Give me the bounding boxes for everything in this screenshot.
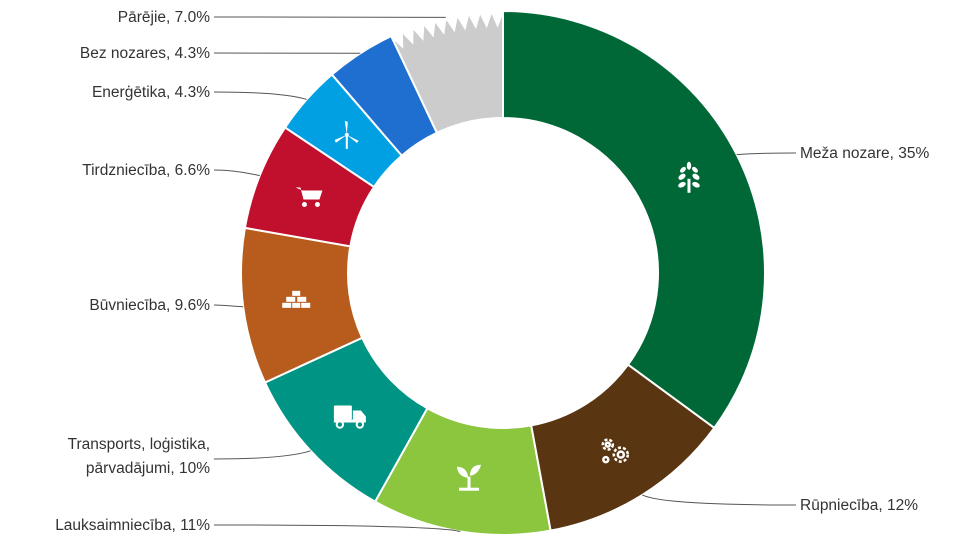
leader-line-lauksaimnieciba: [213, 524, 461, 532]
leader-line-energetika: [213, 91, 307, 100]
bricks-icon: [282, 290, 311, 308]
leader-line-transports-logistika-parvadajumi: [213, 450, 311, 460]
cart-icon: [295, 187, 323, 207]
labels-layer: Meža nozare, 35% Rūpniecība, 12% Lauksaimn…: [55, 9, 929, 534]
leader-lines-layer: [213, 16, 797, 532]
slice-label-parejie: Pārējie, 7.0%: [118, 9, 210, 26]
slice-label-transports-logistika-parvadajumi-line-2: pārvadājumi, 10%: [86, 460, 210, 477]
slice-parejie[interactable]: [390, 8, 504, 135]
truck-icon: [333, 405, 366, 429]
slice-meza-nozare[interactable]: [502, 9, 766, 430]
tree-icon: [678, 161, 700, 193]
leader-line-tirdznieciba: [213, 169, 260, 177]
leader-line-buvnieciba: [213, 304, 244, 308]
slice-label-energetika: Enerģētika, 4.3%: [92, 84, 210, 101]
wind-turbine-icon: [334, 120, 359, 149]
slice-label-transports-logistika-parvadajumi-line-1: Transports, loģistika,: [68, 436, 210, 453]
slice-label-bez-nozares: Bez nozares, 4.3%: [80, 45, 210, 62]
slice-label-rupnieciba: Rūpniecība, 12%: [800, 497, 918, 514]
sprout-icon: [457, 464, 482, 491]
slice-label-lauksaimnieciba: Lauksaimniecība, 11%: [55, 517, 210, 534]
slices-layer: [240, 8, 766, 536]
icons-layer: [282, 120, 700, 491]
slice-label-buvnieciba: Būvniecība, 9.6%: [89, 297, 210, 314]
gears-icon: [601, 438, 630, 464]
leader-line-meza-nozare: [736, 152, 797, 156]
slice-label-meza-nozare: Meža nozare, 35%: [800, 145, 929, 162]
leader-line-rupnieciba: [642, 494, 797, 506]
slice-label-tirdznieciba: Tirdzniecība, 6.6%: [82, 162, 210, 179]
